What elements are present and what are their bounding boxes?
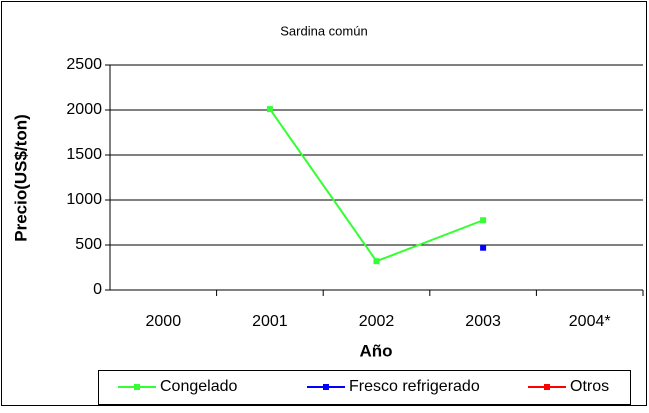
data-point (373, 258, 380, 265)
x-tick-label: 2001 (252, 313, 288, 330)
y-tick-label: 0 (93, 281, 102, 298)
data-point (266, 106, 273, 113)
y-axis-label: Precio(US$/ton) (11, 114, 30, 242)
y-tick-label: 1500 (66, 146, 102, 163)
x-tick-label: 2004* (569, 313, 611, 330)
x-tick-label: 2003 (465, 313, 501, 330)
chart-title: Sardina común (280, 23, 367, 38)
data-point (480, 244, 487, 251)
legend-marker (134, 384, 140, 390)
legend-label: Congelado (160, 378, 238, 395)
y-tick-label: 2500 (66, 56, 102, 73)
legend-marker (323, 384, 329, 390)
y-tick-label: 1000 (66, 191, 102, 208)
y-tick-label: 2000 (66, 101, 102, 118)
y-tick-label: 500 (75, 236, 102, 253)
x-axis-label: Año (359, 341, 392, 360)
chart-border (1, 1, 647, 406)
data-point (480, 217, 487, 224)
x-tick-label: 2000 (146, 313, 182, 330)
legend-label: Fresco refrigerado (349, 378, 480, 395)
x-tick-label: 2002 (359, 313, 395, 330)
legend-marker (544, 384, 550, 390)
legend-label: Otros (570, 378, 609, 395)
